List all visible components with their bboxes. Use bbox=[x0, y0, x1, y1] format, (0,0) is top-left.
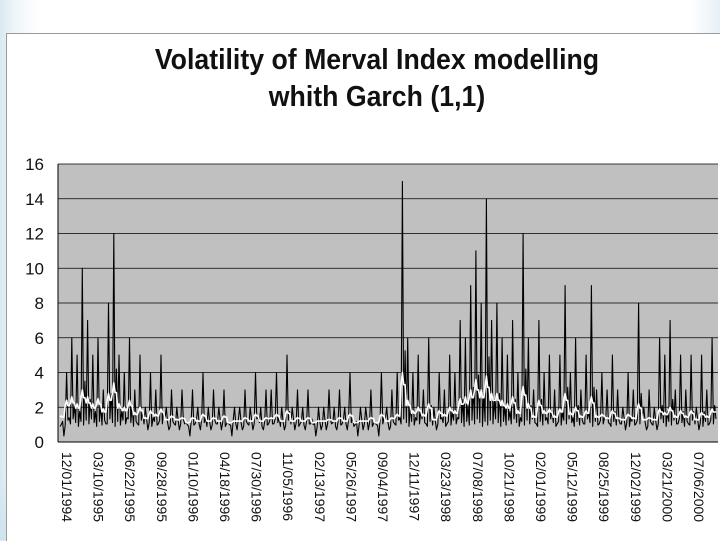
x-tick-label: 04/18/1996 bbox=[217, 452, 233, 522]
y-tick-label: 16 bbox=[25, 155, 44, 174]
x-tick-label: 05/12/1999 bbox=[565, 452, 581, 522]
y-tick-label: 8 bbox=[35, 294, 44, 313]
y-tick-label: 4 bbox=[35, 364, 44, 383]
x-tick-label: 09/28/1995 bbox=[154, 452, 170, 522]
x-tick-label: 02/01/1999 bbox=[533, 452, 549, 522]
x-tick-label: 12/01/1994 bbox=[59, 452, 75, 522]
y-tick-label: 10 bbox=[25, 259, 44, 278]
series-garch-volatility bbox=[59, 371, 716, 424]
y-tick-label: 2 bbox=[35, 398, 44, 417]
x-tick-label: 02/13/1997 bbox=[312, 452, 328, 522]
x-tick-label: 07/08/1998 bbox=[470, 452, 486, 522]
series-returns bbox=[59, 180, 717, 437]
x-tick-label: 07/06/2000 bbox=[691, 452, 707, 522]
y-tick-label: 6 bbox=[35, 329, 44, 348]
chart-title-line-2: whith Garch (1,1) bbox=[268, 81, 486, 113]
x-tick-label: 06/22/1995 bbox=[122, 452, 138, 522]
x-tick-label: 07/30/1996 bbox=[249, 452, 265, 522]
chart-title: Volatility of Merval Index modelling whi… bbox=[37, 42, 718, 116]
x-tick-label: 03/21/2000 bbox=[659, 452, 675, 522]
x-tick-label: 12/11/1997 bbox=[407, 452, 423, 521]
chart-title-line-1: Volatility of Merval Index modelling bbox=[154, 44, 600, 76]
y-tick-label: 0 bbox=[35, 433, 44, 452]
x-tick-label: 01/10/1996 bbox=[185, 452, 201, 522]
x-tick-label: 12/02/1999 bbox=[628, 452, 644, 522]
series-line-1 bbox=[59, 180, 717, 437]
x-tick-label: 03/10/1995 bbox=[91, 452, 107, 522]
y-tick-label: 14 bbox=[25, 190, 44, 209]
x-tick-label: 03/23/1998 bbox=[438, 452, 454, 522]
x-tick-label: 10/21/1998 bbox=[501, 452, 517, 522]
x-tick-label: 11/05/1996 bbox=[280, 452, 296, 521]
x-tick-label: 05/26/1997 bbox=[343, 452, 359, 522]
y-tick-label: 12 bbox=[25, 225, 44, 244]
x-tick-label: 08/25/1999 bbox=[596, 452, 612, 522]
x-tick-label: 09/04/1997 bbox=[375, 452, 391, 522]
series-line-2 bbox=[59, 371, 716, 424]
